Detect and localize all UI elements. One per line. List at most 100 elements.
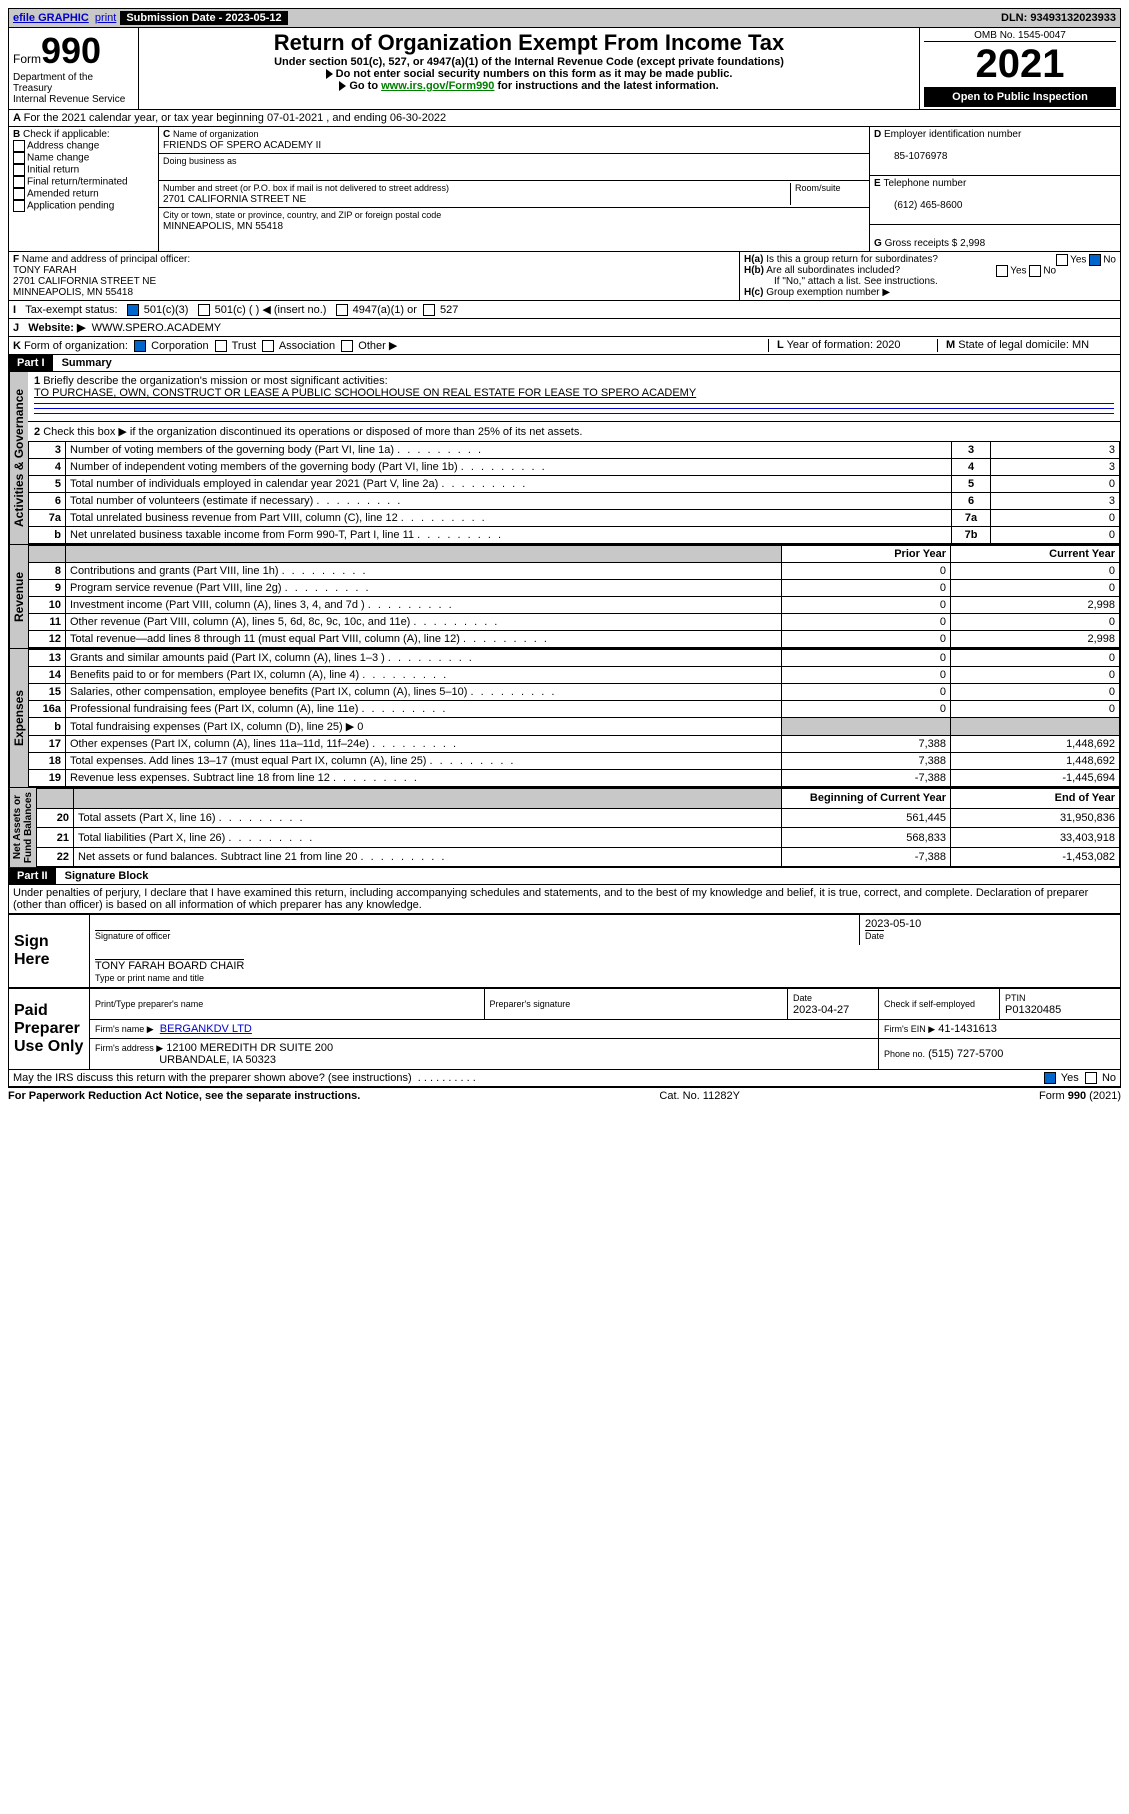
dba-label: Doing business as	[163, 156, 237, 166]
date-label: Date	[865, 930, 884, 941]
opt-name-change: Name change	[27, 153, 89, 164]
prep-sig-h: Preparer's signature	[490, 999, 571, 1009]
officer-name: TONY FARAH	[13, 265, 77, 276]
opt-4947: 4947(a)(1) or	[353, 304, 417, 316]
officer-addr1: 2701 CALIFORNIA STREET NE	[13, 276, 156, 287]
officer-sub: Type or print name and title	[95, 973, 204, 983]
checkbox-app-pending[interactable]	[13, 200, 25, 212]
line-j: J Website: ▶ WWW.SPERO.ACADEMY	[8, 319, 1121, 337]
firm-addr1: 12100 MEREDITH DR SUITE 200	[166, 1042, 333, 1054]
side-expenses: Expenses	[9, 649, 28, 787]
expenses-section: Expenses 13Grants and similar amounts pa…	[8, 649, 1121, 788]
checkbox-trust[interactable]	[215, 340, 227, 352]
submission-date: Submission Date - 2023-05-12	[120, 11, 287, 25]
paid-preparer-label: Paid Preparer Use Only	[9, 989, 90, 1070]
website: WWW.SPERO.ACADEMY	[92, 322, 222, 334]
ptin-h: PTIN	[1005, 993, 1026, 1003]
opt-assoc: Association	[279, 340, 335, 352]
omb-number: OMB No. 1545-0047	[924, 30, 1116, 42]
triangle-icon	[326, 69, 333, 79]
phone: (515) 727-5700	[928, 1048, 1003, 1060]
part1-title: Summary	[56, 355, 118, 371]
checkbox-ha-yes[interactable]	[1056, 254, 1068, 266]
fh-block: F Name and address of principal officer:…	[8, 252, 1121, 301]
opt-527: 527	[440, 304, 458, 316]
q1: Briefly describe the organization's miss…	[43, 375, 387, 387]
street-address: 2701 CALIFORNIA STREET NE	[163, 194, 306, 205]
opt-amended: Amended return	[27, 189, 99, 200]
form-header: Form990 Department of the Treasury Inter…	[8, 28, 1121, 110]
room-suite-label: Room/suite	[790, 183, 865, 205]
checkbox-discuss-no[interactable]	[1085, 1072, 1097, 1084]
form-title: Return of Organization Exempt From Incom…	[143, 30, 915, 56]
q2: Check this box ▶ if the organization dis…	[43, 426, 582, 438]
top-bar: efile GRAPHIC print Submission Date - 20…	[8, 8, 1121, 28]
yes-label: Yes	[1061, 1072, 1079, 1084]
print-link[interactable]: print	[95, 12, 116, 24]
prep-date: 2023-04-27	[793, 1004, 849, 1016]
revenue-table: Prior YearCurrent Year8Contributions and…	[28, 545, 1120, 648]
checkbox-assoc[interactable]	[262, 340, 274, 352]
firm-name-link[interactable]: BERGANKDV LTD	[160, 1023, 252, 1035]
summary-top-table: 3Number of voting members of the governi…	[28, 441, 1120, 544]
form-subtitle: Under section 501(c), 527, or 4947(a)(1)…	[274, 56, 784, 68]
checkbox-amended[interactable]	[13, 188, 25, 200]
b-label: Check if applicable:	[23, 129, 110, 140]
no-label: No	[1102, 1072, 1116, 1084]
efile-link[interactable]: efile GRAPHIC	[13, 12, 89, 24]
opt-final-return: Final return/terminated	[27, 177, 128, 188]
year-formation: 2020	[876, 339, 900, 351]
sign-here-label: Sign Here	[9, 915, 90, 988]
sig-officer-label: Signature of officer	[95, 930, 170, 941]
i-label: Tax-exempt status:	[25, 304, 117, 316]
activities-section: Activities & Governance 1 Briefly descri…	[8, 372, 1121, 545]
checkbox-discuss-yes[interactable]	[1044, 1072, 1056, 1084]
checkbox-other[interactable]	[341, 340, 353, 352]
checkbox-initial-return[interactable]	[13, 164, 25, 176]
ein: 85-1076978	[874, 151, 947, 162]
part2-title: Signature Block	[59, 868, 155, 884]
gross-receipts: 2,998	[960, 238, 985, 249]
checkbox-501c3[interactable]	[127, 304, 139, 316]
c-name-label: Name of organization	[173, 129, 259, 139]
footer: For Paperwork Reduction Act Notice, see …	[8, 1087, 1121, 1102]
checkbox-501c[interactable]	[198, 304, 210, 316]
g-label: Gross receipts $	[885, 238, 958, 249]
checkbox-name-change[interactable]	[13, 152, 25, 164]
checkbox-4947[interactable]	[336, 304, 348, 316]
checkbox-address-change[interactable]	[13, 140, 25, 152]
ha-label: Is this a group return for subordinates?	[766, 254, 938, 265]
info-block: B Check if applicable: Address change Na…	[8, 127, 1121, 252]
d-label: Employer identification number	[884, 129, 1021, 140]
phone-h: Phone no.	[884, 1049, 925, 1059]
checkbox-ha-no[interactable]	[1089, 254, 1101, 266]
firm-addr2: URBANDALE, IA 50323	[159, 1054, 276, 1066]
m-label: State of legal domicile:	[958, 339, 1069, 351]
line-i: I Tax-exempt status: 501(c)(3) 501(c) ( …	[8, 301, 1121, 319]
goto-post: for instructions and the latest informat…	[494, 80, 718, 92]
firm-addr-h: Firm's address ▶	[95, 1043, 163, 1053]
checkbox-final-return[interactable]	[13, 176, 25, 188]
side-activities: Activities & Governance	[9, 372, 28, 544]
sign-here-table: Sign Here Signature of officer 2023-05-1…	[8, 914, 1121, 988]
prep-date-h: Date	[793, 993, 812, 1003]
side-revenue: Revenue	[9, 545, 28, 648]
opt-app-pending: Application pending	[27, 201, 114, 212]
goto-pre: Go to	[349, 80, 381, 92]
checkbox-hb-yes[interactable]	[996, 265, 1008, 277]
form-number: 990	[41, 30, 101, 71]
line-klm: K Form of organization: Corporation Trus…	[8, 337, 1121, 355]
irs-link[interactable]: www.irs.gov/Form990	[381, 80, 494, 92]
ptin: P01320485	[1005, 1004, 1061, 1016]
checkbox-527[interactable]	[423, 304, 435, 316]
dln: DLN: 93493132023933	[1001, 12, 1116, 24]
state-domicile: MN	[1072, 339, 1089, 351]
org-name: FRIENDS OF SPERO ACADEMY II	[163, 140, 321, 151]
open-inspection: Open to Public Inspection	[924, 87, 1116, 107]
checkbox-corp[interactable]	[134, 340, 146, 352]
k-label: Form of organization:	[24, 340, 128, 352]
opt-501c: 501(c) ( ) ◀ (insert no.)	[215, 304, 327, 316]
checkbox-hb-no[interactable]	[1029, 265, 1041, 277]
hb-note: If "No," attach a list. See instructions…	[744, 276, 938, 287]
netassets-table: Beginning of Current YearEnd of Year20To…	[36, 788, 1120, 867]
